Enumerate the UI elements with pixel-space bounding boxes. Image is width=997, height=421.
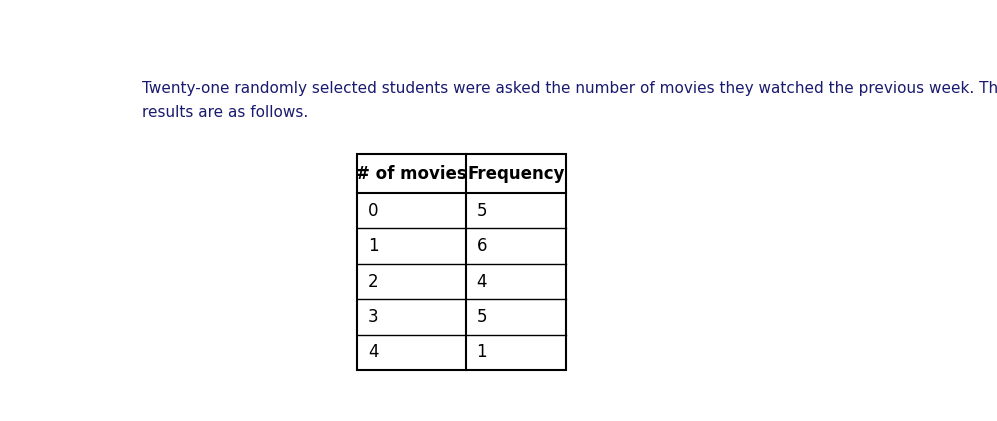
Text: 1: 1 bbox=[368, 237, 379, 255]
Text: Frequency: Frequency bbox=[468, 165, 564, 183]
Text: 2: 2 bbox=[368, 272, 379, 290]
Text: 4: 4 bbox=[368, 344, 379, 361]
Text: Twenty-one randomly selected students were asked the number of movies they watch: Twenty-one randomly selected students we… bbox=[142, 81, 997, 120]
Text: # of movies: # of movies bbox=[356, 165, 467, 183]
Text: 5: 5 bbox=[477, 202, 487, 220]
Text: 1: 1 bbox=[477, 344, 488, 361]
Text: 3: 3 bbox=[368, 308, 379, 326]
Text: 5: 5 bbox=[477, 308, 487, 326]
Text: 4: 4 bbox=[477, 272, 487, 290]
Text: 6: 6 bbox=[477, 237, 487, 255]
Text: 0: 0 bbox=[368, 202, 379, 220]
Bar bbox=[357, 155, 566, 370]
